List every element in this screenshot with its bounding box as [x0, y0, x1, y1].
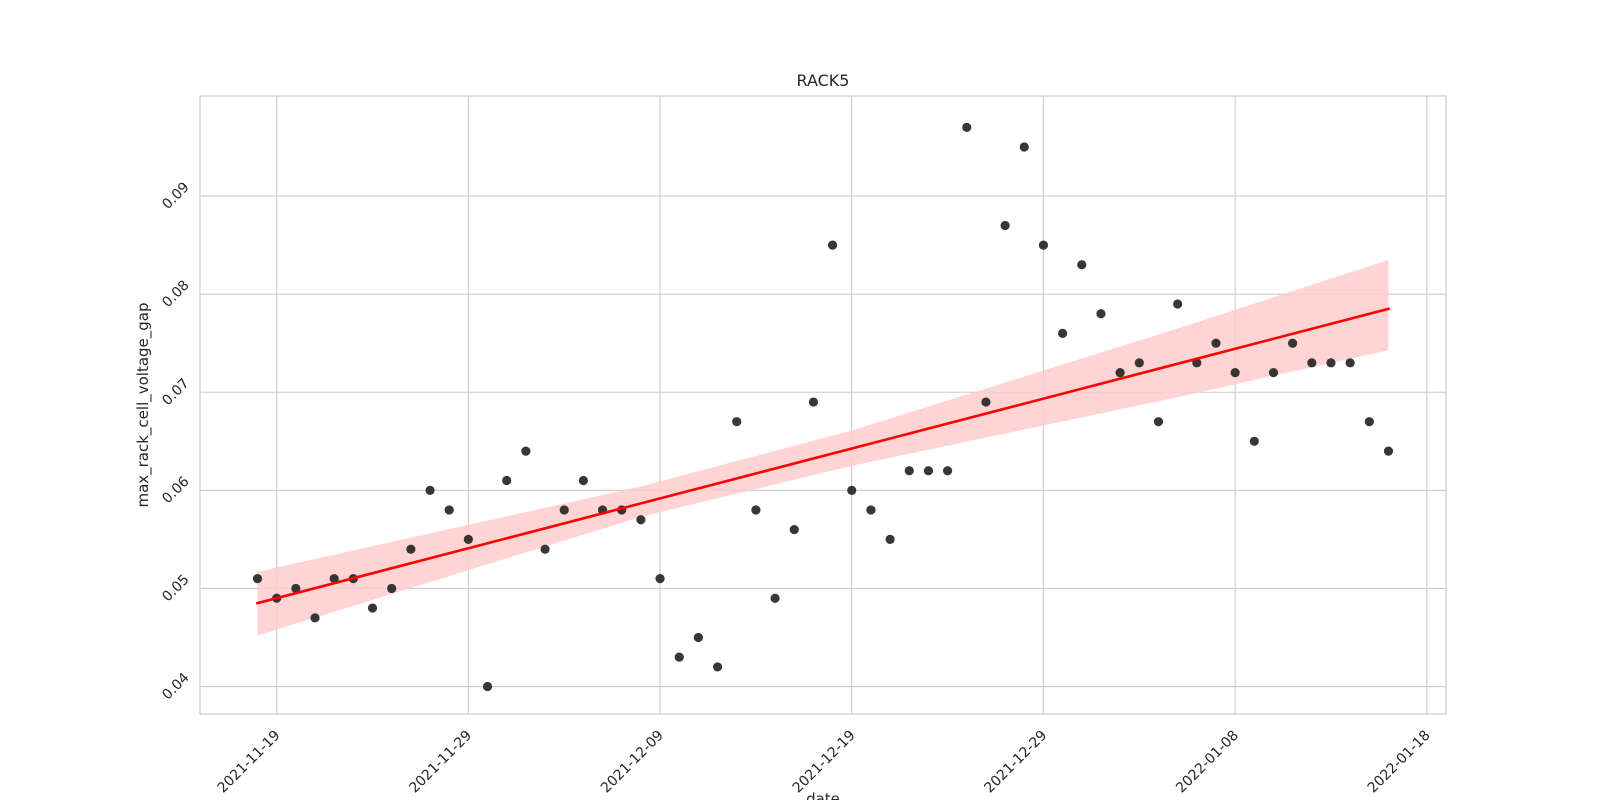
data-point: [521, 446, 531, 456]
data-point: [636, 515, 646, 525]
data-point: [962, 122, 972, 132]
regression-line-layer: [255, 307, 1391, 605]
data-point: [406, 544, 416, 554]
chart-title: RACK5: [797, 71, 850, 90]
data-point: [1173, 299, 1183, 309]
data-point: [943, 466, 953, 476]
data-point: [1345, 358, 1355, 368]
data-point: [1307, 358, 1317, 368]
data-point: [827, 240, 838, 250]
data-point: [1383, 446, 1394, 456]
data-point: [291, 583, 301, 594]
data-point: [712, 662, 723, 672]
data-point: [904, 466, 914, 476]
data-point: [482, 681, 493, 692]
data-point: [1038, 240, 1049, 250]
data-point: [923, 466, 934, 476]
data-point: [1134, 358, 1144, 368]
data-point: [1211, 338, 1221, 348]
data-point: [502, 475, 512, 486]
data-point: [329, 574, 339, 584]
plot-frame: [199, 95, 1447, 715]
data-point: [1288, 338, 1298, 348]
data-point: [578, 475, 588, 486]
data-point: [1153, 417, 1164, 427]
data-point: [1096, 309, 1106, 319]
data-point: [981, 397, 991, 407]
data-point: [310, 613, 320, 623]
data-point: [1058, 328, 1068, 338]
data-point: [1115, 368, 1125, 378]
data-point: [463, 534, 473, 544]
confidence-band: [257, 259, 1389, 636]
data-point: [1326, 358, 1336, 368]
data-point: [1000, 220, 1010, 231]
y-axis-title: max_rack_cell_voltage_gap: [134, 302, 153, 507]
data-point: [425, 485, 435, 495]
data-point: [655, 574, 665, 584]
data-point: [732, 417, 742, 427]
x-axis-title: date: [806, 790, 840, 800]
data-point: [789, 524, 799, 535]
confidence-band-layer: [257, 259, 1389, 636]
data-point: [866, 505, 876, 515]
data-point: [444, 505, 454, 515]
data-point: [1364, 417, 1374, 427]
data-point: [693, 632, 704, 643]
data-point: [1019, 142, 1029, 152]
data-point: [751, 505, 761, 515]
regression-line: [255, 307, 1391, 605]
data-point: [367, 603, 378, 613]
data-point: [674, 652, 684, 662]
data-point: [1077, 260, 1087, 270]
data-point: [808, 397, 819, 407]
data-point: [770, 593, 780, 603]
data-point: [847, 485, 857, 495]
data-point: [1268, 368, 1279, 378]
data-point: [540, 544, 550, 554]
data-point: [387, 583, 397, 594]
data-point: [1230, 368, 1240, 378]
scatter-points: [252, 122, 1394, 692]
data-point: [885, 534, 895, 544]
data-point: [252, 574, 263, 584]
data-point: [559, 505, 569, 515]
data-point: [1249, 436, 1259, 446]
